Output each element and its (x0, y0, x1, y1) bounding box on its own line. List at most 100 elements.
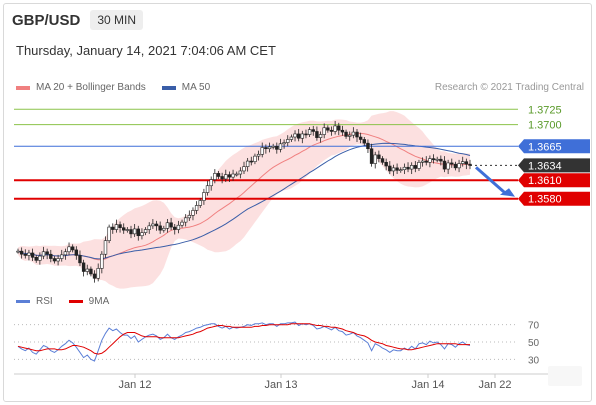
candle-body (125, 229, 130, 231)
candle-body (358, 136, 363, 140)
candle-body (304, 133, 308, 136)
level-label: 1.3725 (528, 104, 562, 116)
candle-body (242, 166, 246, 172)
level-label: 1.3610 (528, 175, 562, 187)
candle-body (114, 224, 119, 230)
candle-body (227, 174, 232, 178)
candle-body (409, 165, 414, 170)
candle-body (249, 160, 253, 163)
symbol-title: GBP/USD (12, 11, 81, 29)
candle-body (461, 161, 465, 164)
candle-body (417, 162, 421, 169)
candle-body (380, 158, 385, 163)
candle-body (366, 142, 370, 150)
candle-body (216, 173, 221, 177)
timeframe-badge[interactable]: 30 MIN (90, 10, 144, 30)
candle-body (311, 129, 315, 132)
candle-body (435, 158, 439, 161)
candle-body (402, 166, 407, 171)
candle-body (34, 257, 38, 261)
candle-body (293, 133, 297, 138)
legend-rsi: RSI (16, 296, 53, 307)
candle-body (260, 147, 264, 155)
candle-body (282, 142, 286, 145)
candle-body (450, 162, 454, 165)
candle-body (85, 268, 89, 272)
rsi-pane: 70 50 30 (14, 321, 540, 366)
ma9-line (17, 323, 470, 355)
x-tick-label: Jan 22 (478, 379, 511, 391)
candle-body (296, 133, 301, 139)
candle-body (132, 228, 137, 235)
candle-body (158, 225, 162, 231)
ma9-swatch-icon (68, 300, 83, 303)
candle-body (147, 225, 151, 230)
ma20-swatch-icon (16, 85, 30, 90)
level-label: 1.3665 (528, 141, 562, 153)
candle-body (340, 129, 345, 133)
rsi-tick-label: 70 (528, 321, 540, 332)
legend-ma50-label: MA 50 (181, 82, 211, 93)
candle-body (118, 224, 122, 228)
candle-body (213, 173, 217, 180)
candle-body (399, 169, 403, 172)
candle-body (446, 162, 450, 170)
candle-body (329, 129, 334, 132)
candle-body (194, 205, 199, 211)
candle-body (238, 170, 243, 175)
candle-body (275, 145, 279, 150)
candle-body (464, 161, 469, 165)
candle-body (369, 148, 374, 164)
level-tag-support (518, 173, 590, 188)
x-tick-label: Jan 12 (118, 379, 151, 391)
x-axis: Jan 12 Jan 13 Jan 14 Jan 22 (14, 366, 582, 391)
candle-body (235, 173, 239, 176)
candle-body (431, 158, 436, 161)
ma50-line (17, 142, 471, 260)
level-tag-support (518, 191, 590, 206)
candle-body (271, 145, 275, 148)
candle-body (468, 163, 472, 166)
level-tag-pivot (518, 139, 590, 154)
candle-body (92, 273, 97, 279)
price-pane: 1.3725 1.3700 1.3665 1.3634 1.3610 1.3580 (14, 104, 590, 289)
candle-body (391, 167, 396, 172)
candle-body (67, 246, 71, 253)
candle-body (453, 163, 458, 169)
candle-body (209, 179, 213, 187)
candle-body (318, 134, 323, 138)
candle-body (136, 228, 140, 237)
x-tick-label: Jan 13 (264, 379, 297, 391)
candle-body (187, 215, 192, 219)
candle-body (154, 223, 159, 227)
candle-body (176, 224, 181, 230)
candle-body (300, 133, 305, 139)
candle-body (78, 255, 82, 264)
candle-body (183, 217, 188, 223)
candle-body (224, 174, 228, 180)
candle-body (162, 228, 166, 231)
rsi-line (17, 321, 471, 362)
level-label: 1.3700 (528, 120, 562, 132)
legend-ma20-label: MA 20 + Bollinger Bands (36, 82, 146, 93)
bollinger-band (18, 111, 470, 289)
candle-body (442, 160, 447, 170)
candle-body (27, 252, 31, 256)
candle-body (140, 232, 144, 237)
candle-body (41, 251, 46, 257)
candle-body (60, 254, 64, 259)
candle-body (96, 268, 100, 279)
candle-body (439, 158, 443, 162)
candle-body (107, 226, 111, 241)
candle-body (333, 125, 337, 132)
candle-body (351, 131, 356, 136)
candle-body (38, 255, 42, 261)
level-label: 1.3634 (528, 160, 562, 172)
candle-body (103, 240, 108, 255)
candle-body (129, 229, 133, 235)
candle-body (373, 154, 377, 164)
candle-body (256, 153, 261, 157)
candle-body (395, 167, 399, 171)
candle-body (315, 131, 319, 138)
